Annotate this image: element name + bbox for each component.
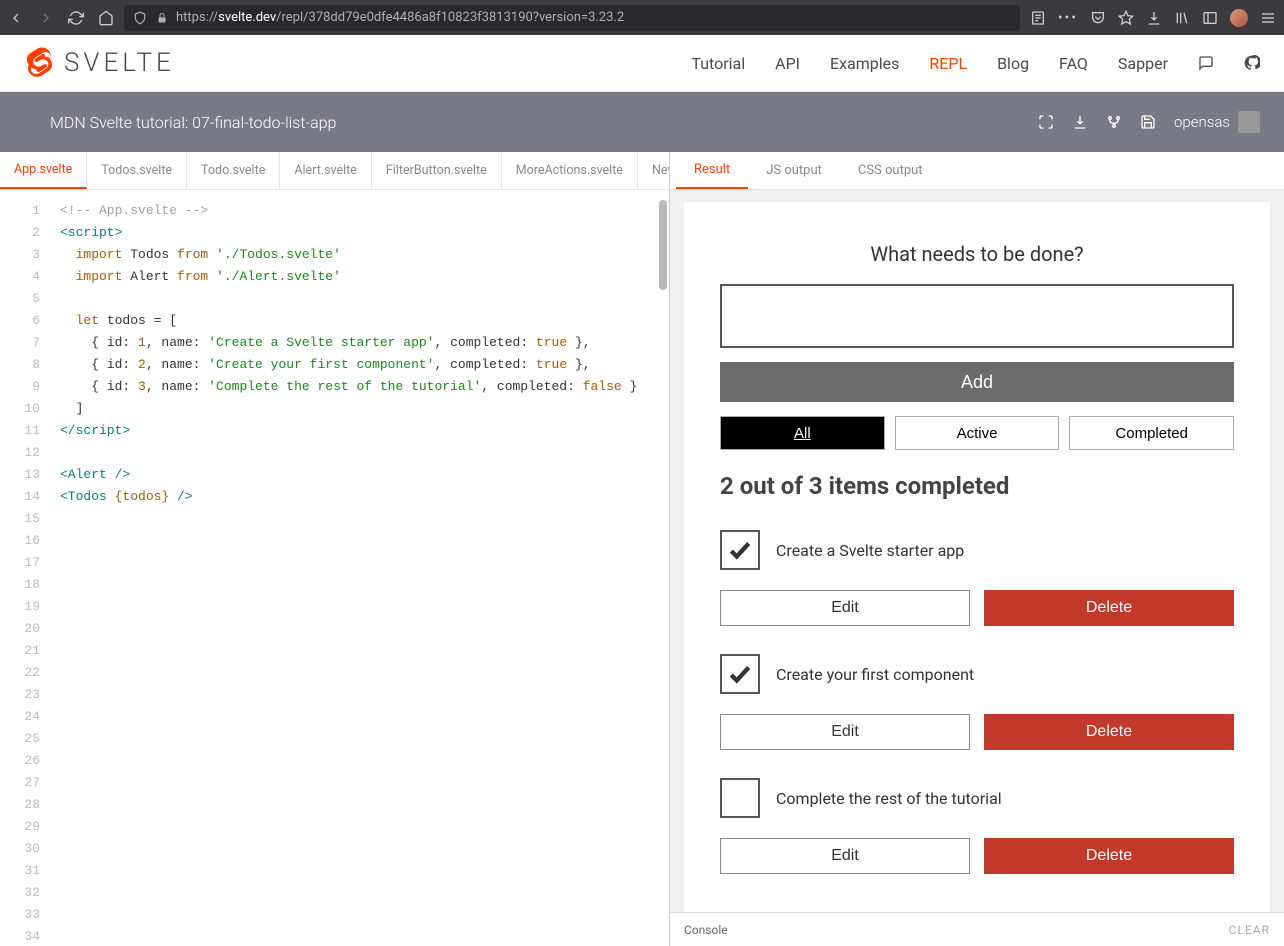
editor-pane: App.svelteTodos.svelteTodo.svelteAlert.s… — [0, 152, 670, 946]
nav-tutorial[interactable]: Tutorial — [691, 54, 745, 73]
chat-icon[interactable] — [1198, 55, 1214, 71]
sidebar-icon[interactable] — [1202, 10, 1218, 26]
more-icon[interactable]: ••• — [1058, 10, 1078, 26]
lock-icon — [154, 10, 170, 26]
delete-button[interactable]: Delete — [984, 590, 1234, 626]
scrollbar-thumb[interactable] — [659, 200, 667, 290]
todo-item: Create your first component Edit Delete — [720, 654, 1234, 750]
todo-checkbox[interactable] — [720, 778, 760, 818]
filter-row: All Active Completed — [720, 416, 1234, 450]
file-tab-1[interactable]: Todos.svelte — [87, 152, 187, 189]
url-text: https://svelte.dev/repl/378dd79e0dfe4486… — [176, 10, 624, 25]
todo-label: Create a Svelte starter app — [776, 541, 964, 560]
address-bar[interactable]: https://svelte.dev/repl/378dd79e0dfe4486… — [124, 5, 1020, 31]
delete-button[interactable]: Delete — [984, 838, 1234, 874]
repl-title: MDN Svelte tutorial: 07-final-todo-list-… — [50, 113, 336, 132]
fork-icon[interactable] — [1106, 114, 1122, 130]
file-tab-2[interactable]: Todo.svelte — [187, 152, 280, 189]
download-icon[interactable] — [1146, 10, 1162, 26]
edit-button[interactable]: Edit — [720, 590, 970, 626]
output-tabs: ResultJS outputCSS output — [670, 152, 1284, 190]
svelte-logo-icon — [24, 47, 56, 79]
filter-active[interactable]: Active — [895, 416, 1060, 450]
nav-sapper[interactable]: Sapper — [1118, 54, 1168, 73]
pocket-icon[interactable] — [1090, 10, 1106, 26]
file-tab-5[interactable]: MoreActions.svelte — [502, 152, 638, 189]
profile-icon[interactable] — [1230, 9, 1248, 27]
back-icon[interactable] — [8, 10, 24, 26]
browser-toolbar: https://svelte.dev/repl/378dd79e0dfe4486… — [0, 0, 1284, 35]
site-nav: Tutorial API Examples REPL Blog FAQ Sapper — [691, 54, 1260, 73]
filter-all[interactable]: All — [720, 416, 885, 450]
output-tab-2[interactable]: CSS output — [840, 152, 941, 189]
filter-completed[interactable]: Completed — [1069, 416, 1234, 450]
reader-icon[interactable] — [1030, 10, 1046, 26]
todo-app: What needs to be done? Add All Active Comp… — [684, 202, 1270, 912]
svelte-logo[interactable]: SVELTE — [24, 47, 175, 79]
todo-checkbox[interactable] — [720, 654, 760, 694]
status-heading: 2 out of 3 items completed — [720, 472, 1234, 500]
nav-repl[interactable]: REPL — [929, 54, 967, 73]
todo-checkbox[interactable] — [720, 530, 760, 570]
shield-icon — [132, 10, 148, 26]
output-tab-1[interactable]: JS output — [748, 152, 840, 189]
file-tab-4[interactable]: FilterButton.svelte — [372, 152, 502, 189]
avatar — [1238, 111, 1260, 133]
add-button[interactable]: Add — [720, 362, 1234, 402]
new-todo-input[interactable] — [720, 284, 1234, 348]
code-content: <!-- App.svelte --> <script> import Todo… — [50, 190, 669, 946]
forward-icon[interactable] — [38, 10, 54, 26]
nav-faq[interactable]: FAQ — [1059, 54, 1088, 73]
github-icon[interactable] — [1244, 55, 1260, 71]
code-editor[interactable]: 1234567891011121314151617181920212223242… — [0, 190, 669, 946]
console-label: Console — [684, 923, 728, 937]
menu-icon[interactable] — [1260, 10, 1276, 26]
file-tab-0[interactable]: App.svelte — [0, 152, 87, 189]
site-header: SVELTE Tutorial API Examples REPL Blog FAQ Sap… — [0, 35, 1284, 92]
file-tabs: App.svelteTodos.svelteTodo.svelteAlert.s… — [0, 152, 669, 190]
fullscreen-icon[interactable] — [1038, 114, 1054, 130]
username: opensas — [1174, 113, 1230, 131]
nav-api[interactable]: API — [775, 54, 800, 73]
output-pane: ResultJS outputCSS output What needs to … — [670, 152, 1284, 946]
edit-button[interactable]: Edit — [720, 838, 970, 874]
file-tab-6[interactable]: NewT — [638, 152, 669, 189]
home-icon[interactable] — [98, 10, 114, 26]
save-icon[interactable] — [1140, 114, 1156, 130]
file-tab-3[interactable]: Alert.svelte — [280, 152, 372, 189]
download-repl-icon[interactable] — [1072, 114, 1088, 130]
new-todo-prompt: What needs to be done? — [720, 242, 1234, 266]
reload-icon[interactable] — [68, 10, 84, 26]
brand-text: SVELTE — [64, 48, 175, 78]
console-clear-button[interactable]: CLEAR — [1229, 923, 1270, 937]
nav-examples[interactable]: Examples — [830, 54, 899, 73]
library-icon[interactable] — [1174, 10, 1190, 26]
preview-frame: What needs to be done? Add All Active Comp… — [670, 190, 1284, 912]
todo-label: Create your first component — [776, 665, 974, 684]
todo-label: Complete the rest of the tutorial — [776, 789, 1002, 808]
user-menu[interactable]: opensas — [1174, 111, 1260, 133]
star-icon[interactable] — [1118, 10, 1134, 26]
nav-blog[interactable]: Blog — [997, 54, 1029, 73]
edit-button[interactable]: Edit — [720, 714, 970, 750]
todo-list: Create a Svelte starter appEditDeleteCre… — [720, 530, 1234, 874]
todo-item: Create a Svelte starter app Edit Delete — [720, 530, 1234, 626]
line-gutter: 1234567891011121314151617181920212223242… — [0, 190, 50, 946]
console-bar: Console CLEAR — [670, 912, 1284, 946]
output-tab-0[interactable]: Result — [676, 152, 748, 189]
repl-toolbar: MDN Svelte tutorial: 07-final-todo-list-… — [0, 92, 1284, 152]
delete-button[interactable]: Delete — [984, 714, 1234, 750]
todo-item: Complete the rest of the tutorial Edit Del… — [720, 778, 1234, 874]
